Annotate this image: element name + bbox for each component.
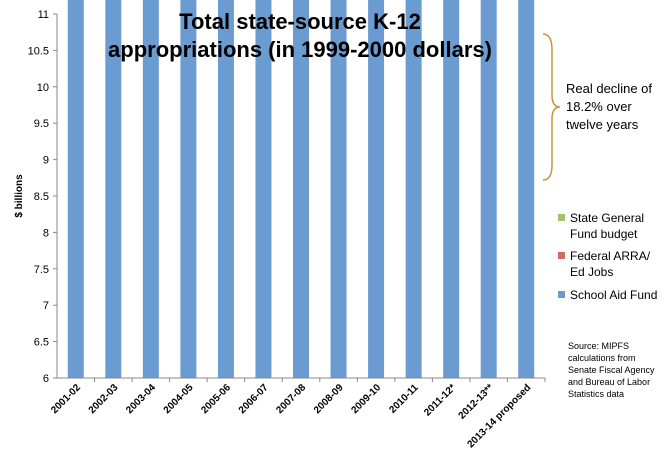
legend-swatch bbox=[558, 214, 565, 221]
y-tick-label: 10.5 bbox=[28, 45, 49, 57]
x-tick-label: 2013-14 proposed bbox=[465, 382, 533, 450]
y-tick-label: 6.5 bbox=[34, 337, 49, 349]
y-tick-label: 9 bbox=[43, 155, 49, 167]
y-tick-label: 9.5 bbox=[34, 118, 49, 130]
y-tick-label: 8.5 bbox=[34, 191, 49, 203]
x-tick-label: 2011-12* bbox=[422, 382, 458, 418]
bar-segment bbox=[368, 0, 385, 379]
bar-segment bbox=[293, 0, 309, 379]
legend-label: School Aid Fund bbox=[570, 288, 658, 302]
bar-segment bbox=[180, 0, 197, 378]
x-tick-label: 2003-04 bbox=[124, 382, 158, 416]
x-tick-label: 2001-02 bbox=[49, 382, 83, 416]
x-tick-label: 2012-13** bbox=[457, 382, 496, 421]
x-tick-label: 2008-09 bbox=[312, 382, 346, 416]
y-tick-label: 7 bbox=[43, 300, 49, 312]
x-tick-label: 2009-10 bbox=[349, 382, 383, 416]
bar-segment bbox=[255, 0, 272, 378]
y-tick-label: 8 bbox=[43, 227, 49, 239]
bar-segment bbox=[105, 0, 122, 379]
chart-title: Total state-source K-12 appropriations (… bbox=[108, 9, 492, 62]
x-tick-label: 2007-08 bbox=[274, 382, 308, 416]
bar-segment bbox=[480, 0, 497, 379]
y-axis-label: $ billions bbox=[14, 174, 25, 218]
source-note: Source: MIPFS calculations from Senate F… bbox=[568, 341, 655, 399]
y-tick-label: 7.5 bbox=[34, 264, 49, 276]
bar-segment bbox=[518, 0, 535, 379]
brace bbox=[542, 33, 561, 181]
annotation: Real decline of 18.2% over twelve years bbox=[566, 81, 652, 132]
x-tick-label: 2010-11 bbox=[387, 382, 421, 416]
bar-segment bbox=[330, 0, 347, 378]
legend-label: State General Fund budget bbox=[570, 211, 645, 241]
bar-segment bbox=[142, 0, 159, 379]
y-tick-label: 10 bbox=[37, 82, 49, 94]
bar-segment bbox=[67, 0, 84, 379]
legend-label: Federal ARRA/ Ed Jobs bbox=[570, 249, 651, 279]
y-tick-label: 6 bbox=[43, 373, 49, 385]
x-tick-label: 2005-06 bbox=[199, 382, 233, 416]
bar-segment bbox=[217, 0, 234, 379]
x-tick-label: 2006-07 bbox=[237, 382, 271, 416]
bar-segment bbox=[443, 0, 460, 378]
legend-swatch bbox=[558, 252, 565, 259]
y-tick-label: 11 bbox=[38, 9, 49, 21]
bar-segment bbox=[405, 0, 422, 378]
legend-swatch bbox=[558, 291, 565, 298]
x-tick-label: 2002-03 bbox=[87, 382, 121, 416]
x-tick-label: 2004-05 bbox=[162, 382, 196, 416]
